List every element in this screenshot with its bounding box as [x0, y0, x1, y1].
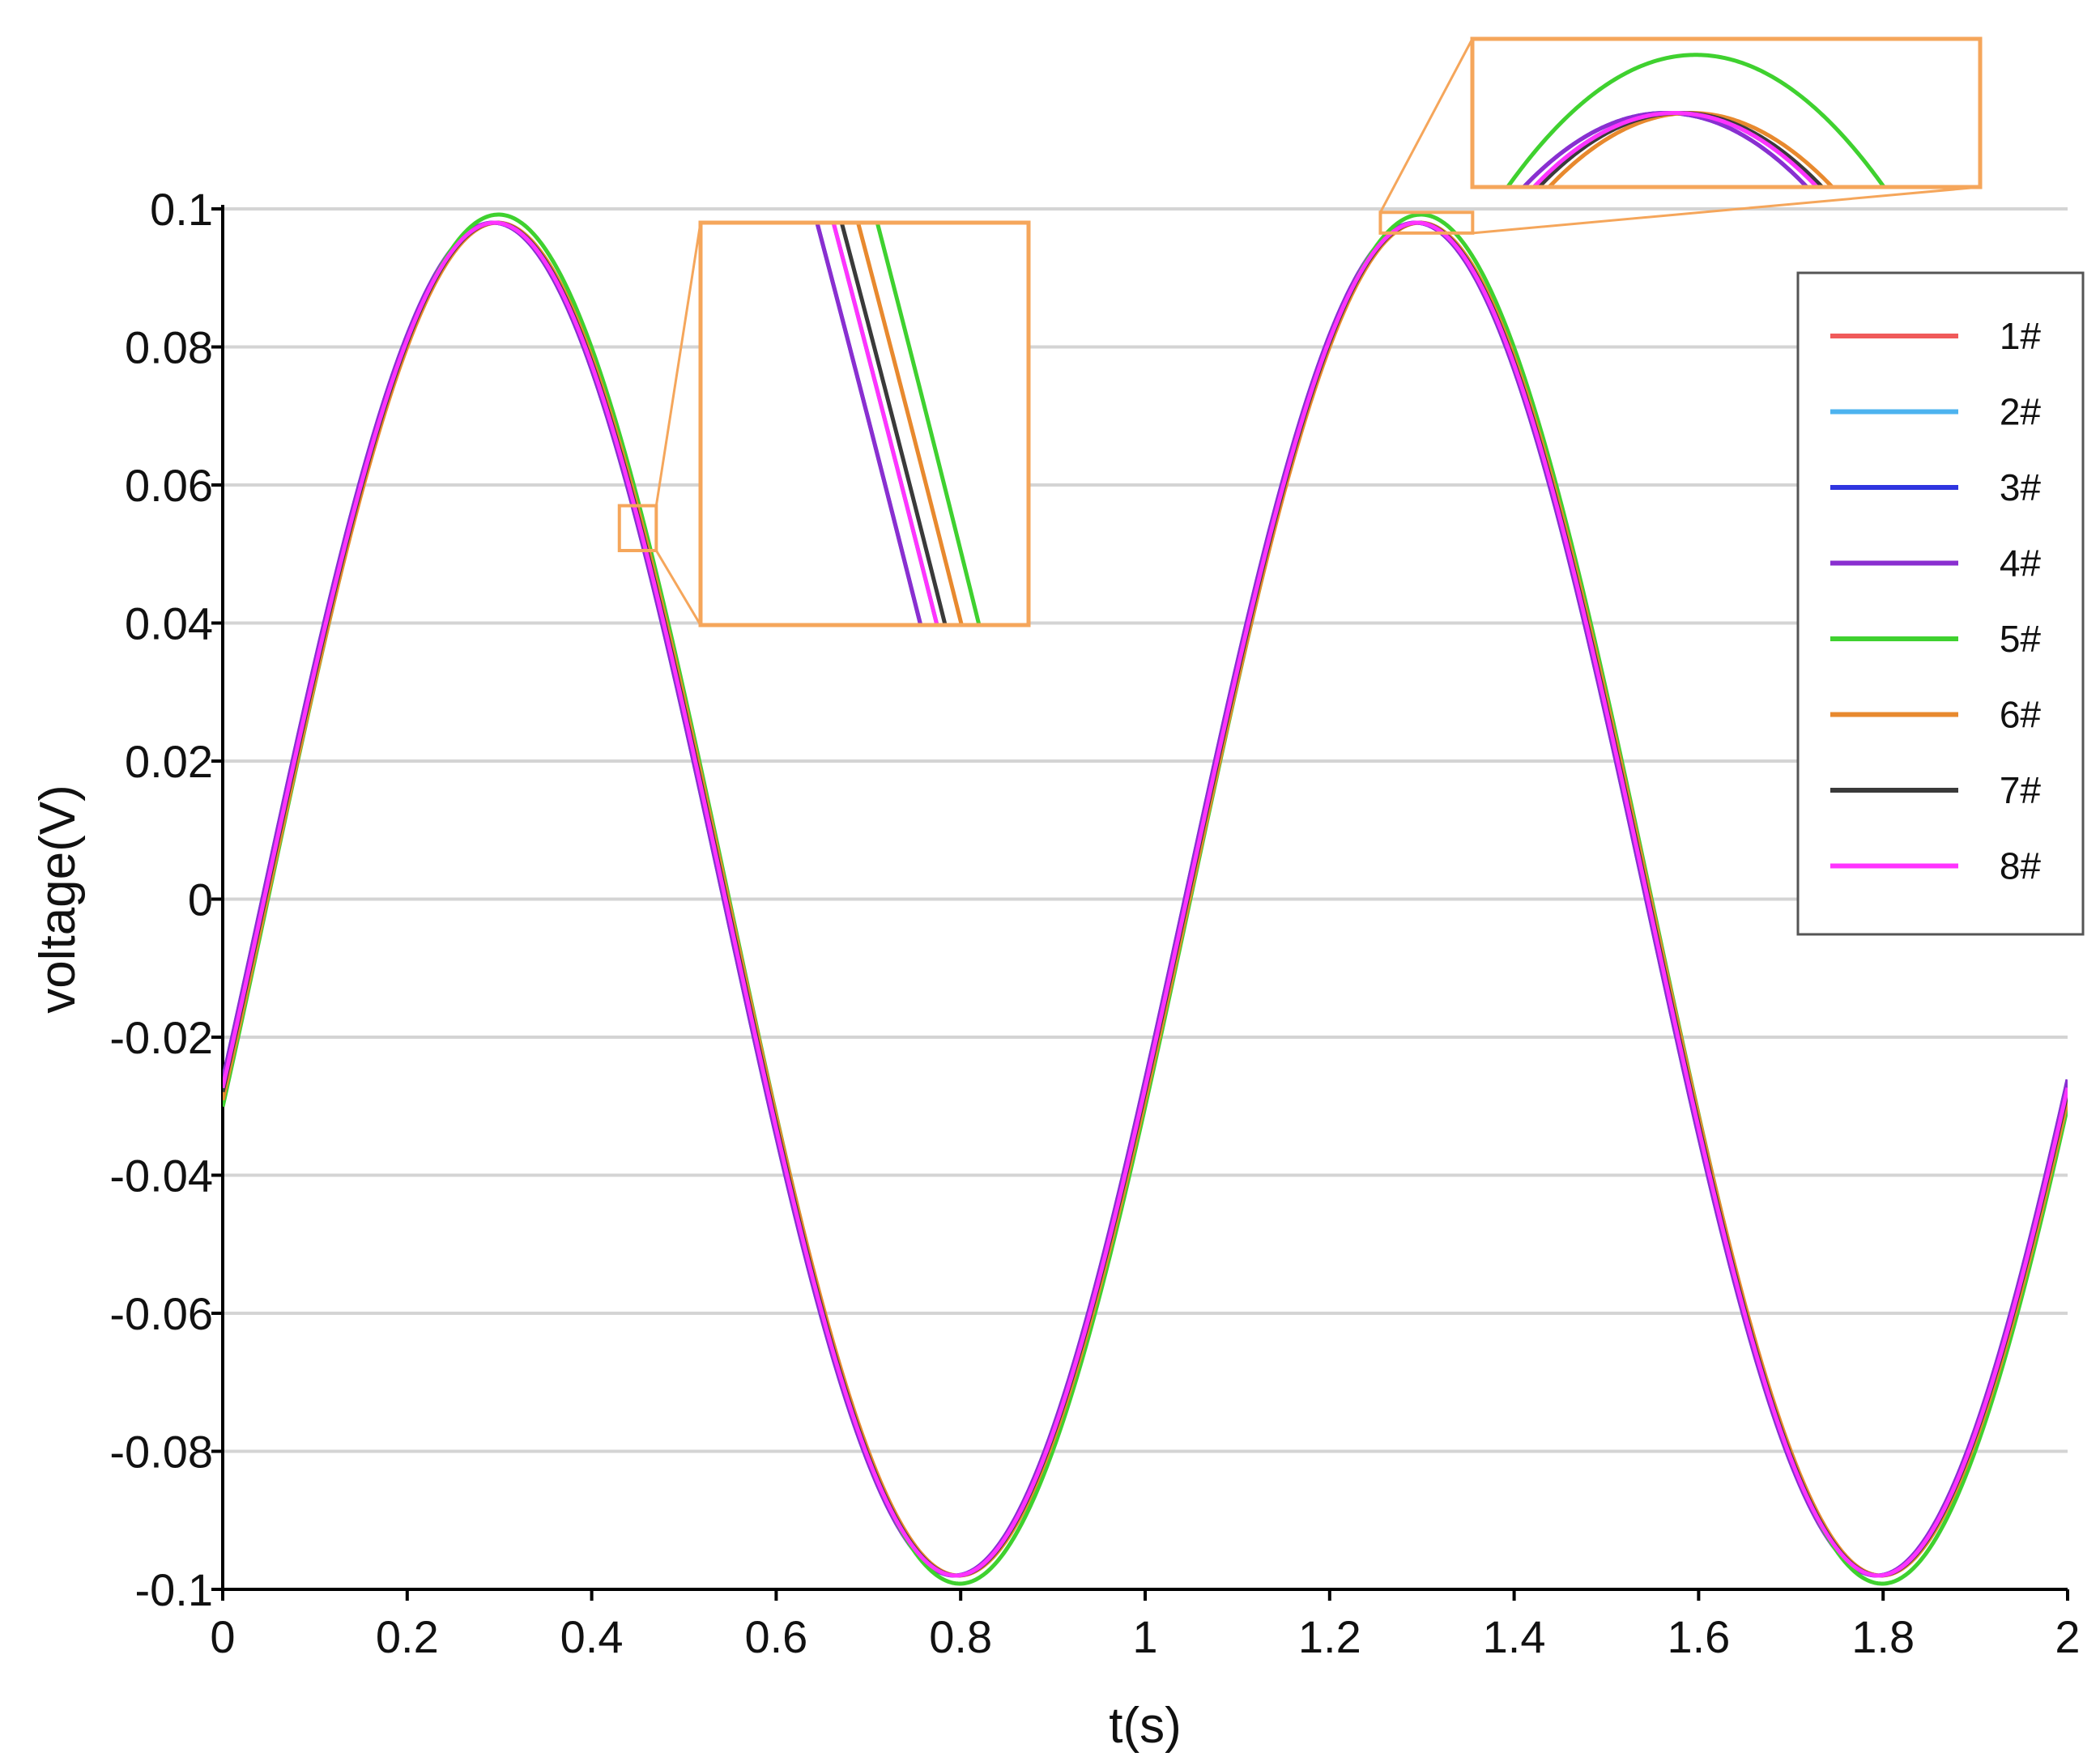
zoom-target-box: [1378, 211, 1475, 235]
x-tick-label: 1.2: [1298, 1611, 1361, 1662]
zoom-connector: [1472, 185, 1981, 235]
zoom-inset-background: [701, 223, 1029, 625]
y-tick-label: 0.04: [125, 598, 213, 649]
zoom-inset-series-group: [815, 223, 982, 625]
x-tick-label: 1.8: [1851, 1611, 1915, 1662]
x-tick-label: 0.6: [744, 1611, 807, 1662]
x-tick-label: 1.6: [1667, 1611, 1730, 1662]
legend-label: 8#: [2000, 845, 2042, 887]
legend-box: [1796, 271, 2085, 936]
zoom-connector: [655, 550, 702, 626]
x-tick-label: 0.4: [560, 1611, 624, 1662]
zoom-inset-frame: [1470, 36, 1983, 189]
x-axis-title: t(s): [1109, 1698, 1182, 1754]
x-tick-label: 0.2: [376, 1611, 439, 1662]
legend-label: 1#: [2000, 315, 2042, 357]
y-tick-label: -0.08: [109, 1427, 213, 1478]
y-tick-label: 0.08: [125, 322, 213, 373]
y-tick-label: 0.1: [150, 184, 213, 235]
y-tick-label: -0.06: [109, 1288, 213, 1339]
series-line-8: [223, 220, 2068, 1578]
zoom-connector: [1379, 38, 1474, 213]
legend-label: 6#: [2000, 694, 2042, 736]
legend-label: 3#: [2000, 466, 2042, 508]
zoom-series-line-5: [875, 223, 982, 625]
zoom-series-line-7: [839, 223, 948, 625]
zoom-series-line-4: [815, 223, 923, 625]
y-tick-label: 0.02: [125, 736, 213, 787]
series-group: [223, 212, 2068, 1586]
legend-label: 5#: [2000, 618, 2042, 660]
legend-label: 7#: [2000, 769, 2042, 811]
x-tick-label: 1.4: [1483, 1611, 1546, 1662]
x-tick-label: 2: [2055, 1611, 2080, 1662]
zoom-target-box: [617, 504, 658, 552]
zoom-series-line-8: [831, 223, 939, 625]
zoom-inset-frame: [698, 220, 1031, 627]
zoom-series-line-6: [1546, 110, 1835, 187]
y-tick-label: 0: [188, 874, 213, 925]
y-axis-title: voltage(V): [30, 785, 86, 1014]
zoom-connector: [654, 222, 702, 506]
y-tick-label: -0.02: [109, 1012, 213, 1063]
zoom-series-line-8: [1531, 110, 1821, 187]
zoom-inset-series-group: [1505, 53, 1887, 187]
y-tick-label: 0.06: [125, 460, 213, 511]
x-tick-label: 0.8: [929, 1611, 992, 1662]
x-tick-label: 1: [1132, 1611, 1157, 1662]
legend: 1# 2# 3# 4# 5# 6# 7# 8#: [1796, 271, 2085, 936]
zoom-series-line-5: [1505, 53, 1887, 187]
y-tick-label: -0.1: [135, 1564, 214, 1615]
x-tick-label: 0: [210, 1611, 235, 1662]
y-tick-label: -0.04: [109, 1151, 213, 1202]
zoom-series-line-4: [1520, 110, 1810, 187]
legend-label: 2#: [2000, 391, 2042, 433]
zoom-series-line-6: [855, 223, 964, 625]
legend-label: 4#: [2000, 542, 2042, 585]
